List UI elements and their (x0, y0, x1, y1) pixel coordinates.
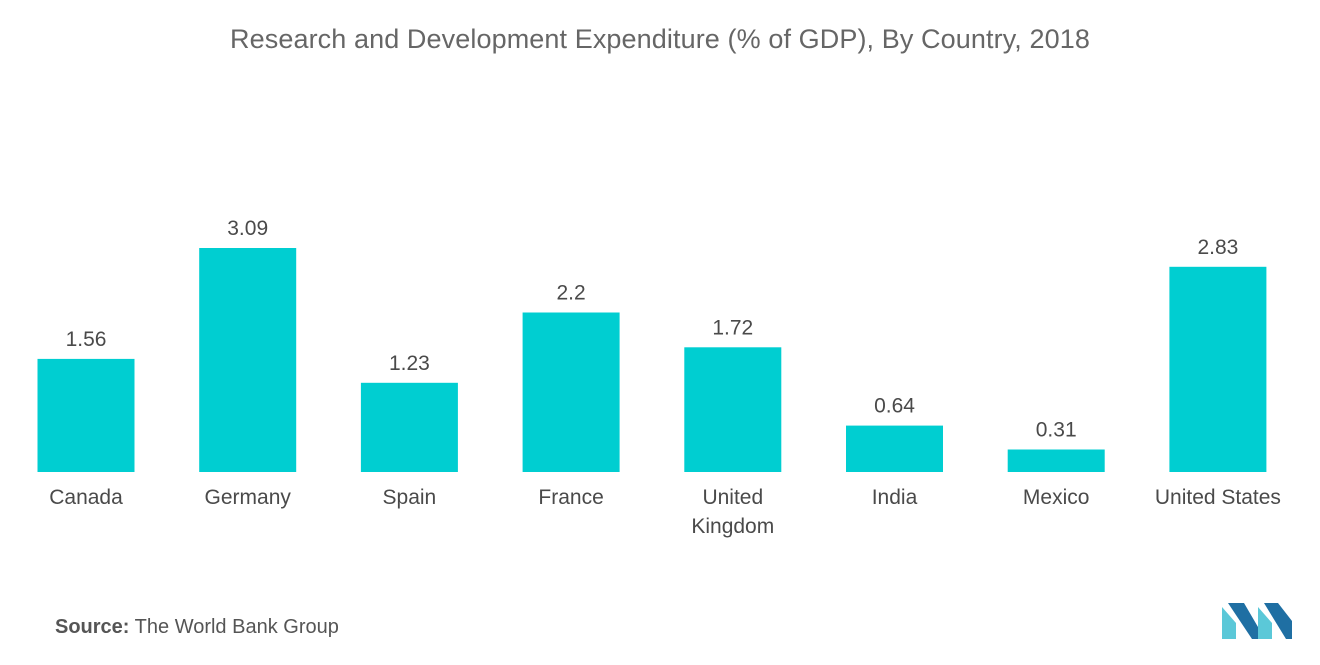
value-label-5: 0.64 (874, 395, 915, 418)
source-text: The World Bank Group (134, 616, 339, 638)
bar-5 (846, 425, 943, 472)
source-label: Source: (55, 616, 130, 638)
category-label-0: Canada (49, 486, 123, 509)
bar-2 (360, 382, 458, 472)
category-label-4: United Kingdom (691, 486, 774, 538)
category-label-7: United States (1155, 486, 1281, 509)
category-label-3: France (538, 486, 603, 509)
category-label-5: India (872, 486, 918, 509)
category-label-1: Germany (205, 486, 292, 509)
bar-0 (37, 358, 135, 472)
value-label-6: 0.31 (1036, 419, 1077, 442)
category-label-6: Mexico (1023, 486, 1090, 509)
bar-3 (522, 312, 620, 472)
value-label-1: 3.09 (227, 217, 268, 240)
value-label-3: 2.2 (556, 282, 585, 305)
mordor-intelligence-logo-icon (1222, 603, 1292, 639)
source-note: Source: The World Bank Group (55, 616, 339, 639)
bar-1 (199, 248, 297, 472)
bar-4 (684, 347, 782, 472)
value-label-2: 1.23 (389, 352, 430, 375)
category-labels-group: Canada Germany Spain France United Kingdom Ind… (49, 486, 1281, 538)
value-label-4: 1.72 (712, 316, 753, 339)
bars-group (37, 248, 1267, 472)
category-label-2: Spain (383, 486, 437, 509)
value-label-7: 2.83 (1197, 236, 1238, 259)
bar-6 (1007, 449, 1105, 472)
value-label-0: 1.56 (66, 328, 107, 351)
value-labels-group: 1.56 3.09 1.23 2.2 1.72 0.64 0.31 2.83 (66, 217, 1239, 442)
chart-title: Research and Development Expenditure (% … (230, 24, 1090, 54)
bar-7 (1169, 266, 1267, 472)
